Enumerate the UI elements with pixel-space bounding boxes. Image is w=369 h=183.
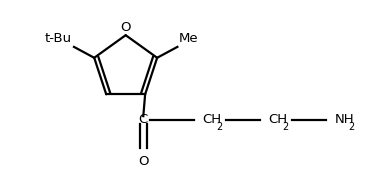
Text: CH: CH <box>268 113 287 126</box>
Text: O: O <box>138 155 149 168</box>
Text: Me: Me <box>179 32 199 45</box>
Text: CH: CH <box>202 113 221 126</box>
Text: t-Bu: t-Bu <box>45 32 72 45</box>
Text: 2: 2 <box>216 122 223 132</box>
Text: NH: NH <box>334 113 354 126</box>
Text: C: C <box>139 113 148 126</box>
Text: 2: 2 <box>282 122 289 132</box>
Text: O: O <box>120 21 131 34</box>
Text: 2: 2 <box>349 122 355 132</box>
